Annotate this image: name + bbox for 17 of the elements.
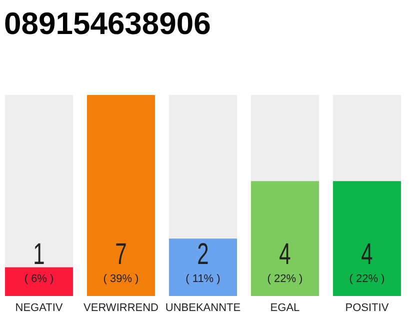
x-tick-label: EGAL: [270, 302, 300, 314]
bar: [5, 267, 74, 296]
x-tick-label: NEGATIV: [15, 302, 64, 314]
x-tick-label: VERWIRREND: [84, 302, 159, 314]
annotation: ( 11% ): [186, 273, 220, 285]
data-label: 4: [279, 238, 291, 271]
chart-title: 089154638906: [4, 6, 211, 41]
annotation: ( 22% ): [349, 273, 385, 285]
data-label: 2: [197, 238, 209, 271]
x-tick-label: POSITIV: [345, 302, 390, 314]
data-label: 1: [33, 238, 45, 271]
annotation: ( 39% ): [103, 273, 139, 285]
x-tick-label: UNBEKANNTE: [165, 302, 241, 314]
annotation: ( 22% ): [267, 273, 303, 285]
data-label: 7: [115, 238, 127, 271]
data-label: 4: [361, 238, 373, 271]
annotation: ( 6% ): [24, 273, 54, 285]
